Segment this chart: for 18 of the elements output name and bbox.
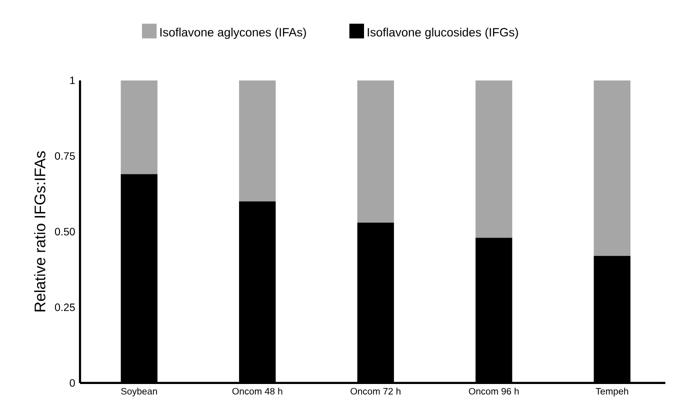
- x-tick-label: Oncom 72 h: [350, 388, 400, 395]
- bar: [239, 80, 276, 202]
- bar: [120, 80, 158, 174]
- y-tick-label: 1: [70, 76, 75, 84]
- y-tick-label: 0.50: [54, 228, 75, 236]
- x-tick-label: Soybean: [121, 388, 157, 396]
- legend-label: Isoflavone glucosides (IFGs): [368, 28, 518, 39]
- y-tick-label: 0: [70, 379, 75, 387]
- bar: [476, 80, 512, 238]
- y-tick-label: 0.25: [54, 304, 75, 312]
- x-tick-label: Tempeh: [596, 388, 628, 396]
- y-axis-title: Relative ratio IFGs:IFAs: [34, 151, 46, 312]
- legend-label: Isoflavone aglycones (IFAs): [160, 28, 306, 39]
- bar: [594, 80, 630, 256]
- x-tick-label: Oncom 96 h: [468, 388, 519, 395]
- x-tick-label: Oncom 48 h: [232, 388, 282, 395]
- y-tick-label: 0.75: [54, 152, 75, 160]
- bar: [357, 80, 394, 223]
